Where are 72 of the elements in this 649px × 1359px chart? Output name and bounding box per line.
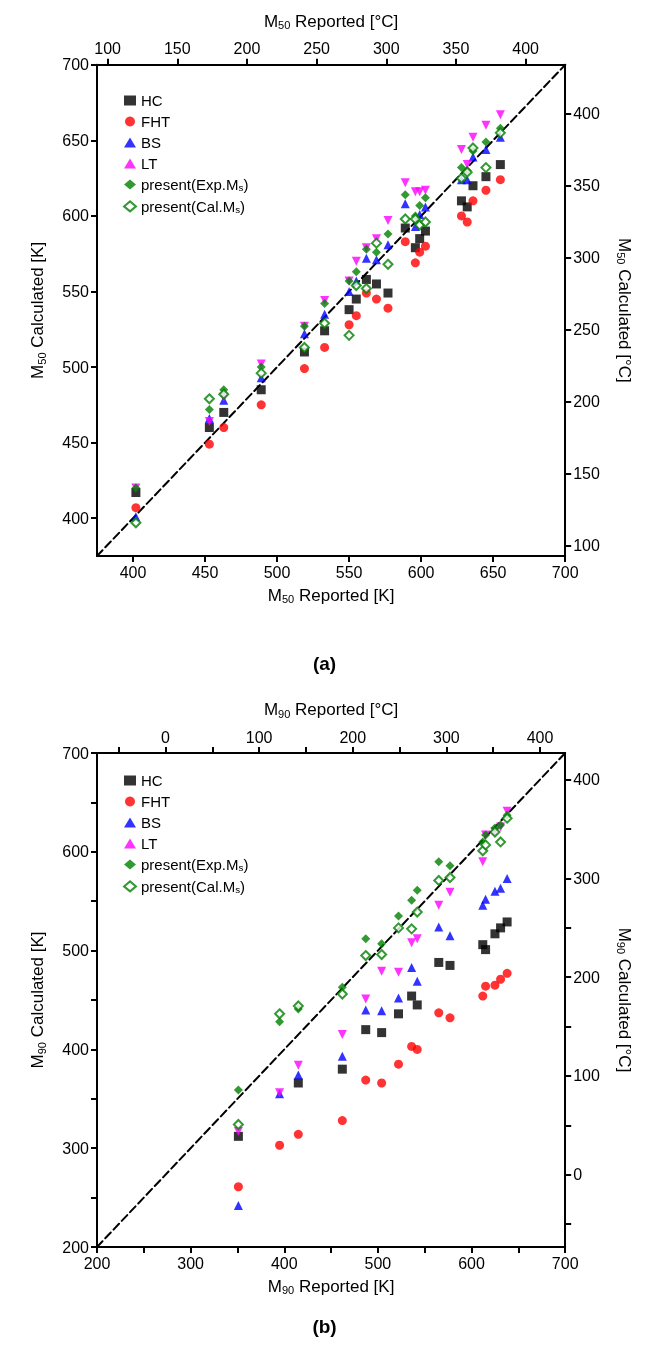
y2-tick-label: 300 xyxy=(573,248,600,266)
x-tick-label: 500 xyxy=(263,563,291,581)
legend-label: present(Cal.Ms) xyxy=(141,197,246,216)
y-axis-title: M90 Calculated [K] xyxy=(28,931,48,1069)
y2-tick-label: 300 xyxy=(573,869,600,887)
x2-tick-label: 200 xyxy=(233,40,261,58)
y-tick-label: 650 xyxy=(62,131,90,149)
x2-tick-label: 400 xyxy=(526,728,554,746)
y-tick-label: 600 xyxy=(62,843,90,861)
x2-tick-label: 300 xyxy=(433,728,460,746)
text: (a) xyxy=(312,653,337,674)
x-tick-label: 700 xyxy=(551,563,579,581)
y-tick-label: 300 xyxy=(62,1139,90,1157)
x-tick-label: 400 xyxy=(270,1254,298,1272)
x2-tick-label: 300 xyxy=(372,40,400,58)
y-tick-label: 600 xyxy=(62,207,90,225)
x-tick-label: 450 xyxy=(191,563,219,581)
y-tick-label: 550 xyxy=(62,283,90,301)
x-tick-label: 400 xyxy=(119,563,147,581)
legend-label: BS xyxy=(141,134,162,151)
x2-axis-title: M90 Reported [°C] xyxy=(263,700,399,720)
y2-axis-title: M50 Calculated [°C] xyxy=(614,238,634,383)
text: (b) xyxy=(312,1316,337,1337)
x2-tick-label: 150 xyxy=(163,40,191,58)
y-tick-label: 500 xyxy=(62,942,90,960)
y2-tick-label: 250 xyxy=(573,320,600,338)
legend-label: HC xyxy=(141,772,163,789)
x-tick-label: 600 xyxy=(458,1254,485,1272)
y2-tick-label: 0 xyxy=(573,1166,583,1184)
x2-tick-label: 400 xyxy=(512,40,540,58)
x2-tick-label: 350 xyxy=(442,40,470,58)
x2-axis-title: M50 Reported [°C] xyxy=(263,12,399,32)
x-tick-label: 650 xyxy=(479,563,507,581)
y2-tick-label: 200 xyxy=(573,968,600,986)
x2-tick-label: 250 xyxy=(303,40,331,58)
y-tick-label: 200 xyxy=(62,1238,90,1256)
x2-tick-label: 100 xyxy=(94,40,122,58)
legend-label: present(Exp.Ms) xyxy=(141,176,249,194)
y-tick-label: 700 xyxy=(62,744,90,762)
x-axis-title: M90 Reported [K] xyxy=(267,1276,395,1297)
y2-tick-label: 350 xyxy=(573,176,600,194)
y2-axis-title: M90 Calculated [°C] xyxy=(614,927,634,1073)
legend-label: present(Cal.Ms) xyxy=(141,877,246,896)
x-tick-label: 600 xyxy=(407,563,435,581)
y2-tick-label: 400 xyxy=(573,104,600,122)
x-tick-label: 700 xyxy=(551,1254,579,1272)
y2-tick-label: 150 xyxy=(573,464,600,482)
legend-label: LT xyxy=(141,835,158,852)
legend-label: BS xyxy=(141,814,162,831)
y2-tick-label: 100 xyxy=(573,1067,600,1085)
y-tick-label: 700 xyxy=(62,56,90,74)
x-tick-label: 200 xyxy=(83,1254,111,1272)
y-tick-label: 400 xyxy=(62,509,90,527)
x2-tick-label: 0 xyxy=(161,728,171,746)
y-tick-label: 400 xyxy=(62,1040,90,1058)
legend-label: LT xyxy=(141,155,158,172)
y2-tick-label: 200 xyxy=(573,392,600,410)
x2-tick-label: 100 xyxy=(245,728,273,746)
y-tick-label: 500 xyxy=(62,358,90,376)
y-tick-label: 450 xyxy=(62,434,90,452)
legend-label: HC xyxy=(141,92,163,109)
x2-tick-label: 200 xyxy=(339,728,367,746)
legend-label: FHT xyxy=(141,793,171,810)
legend-label: present(Exp.Ms) xyxy=(141,856,249,874)
legend-label: FHT xyxy=(141,113,171,130)
x-tick-label: 500 xyxy=(364,1254,392,1272)
x-axis-title: M50 Reported [K] xyxy=(267,585,395,606)
y2-tick-label: 400 xyxy=(573,771,600,789)
x-tick-label: 300 xyxy=(177,1254,205,1272)
y2-tick-label: 100 xyxy=(573,536,600,554)
x-tick-label: 550 xyxy=(335,563,363,581)
y-axis-title: M50 Calculated [K] xyxy=(28,241,48,379)
